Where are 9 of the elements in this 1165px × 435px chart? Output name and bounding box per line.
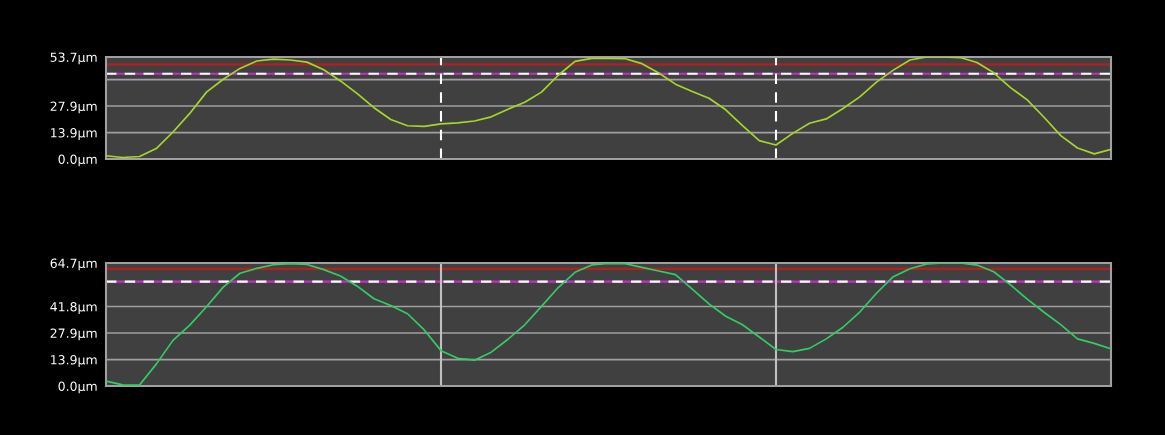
y-tick-label: 27.9µm [50,101,97,114]
y-tick-label: 13.9µm [51,355,97,367]
y-tick-label: 13.9µm [51,128,97,140]
y-tick-label: 41.8µm [50,302,97,314]
y-tick-label: 0.0µm [58,154,97,167]
y-tick-label: 27.9µm [50,328,97,341]
y-tick-label: 0.0µm [58,381,97,394]
y-tick-label: 64.7µm [50,258,97,271]
y-tick-label: 53.7µm [50,52,97,65]
